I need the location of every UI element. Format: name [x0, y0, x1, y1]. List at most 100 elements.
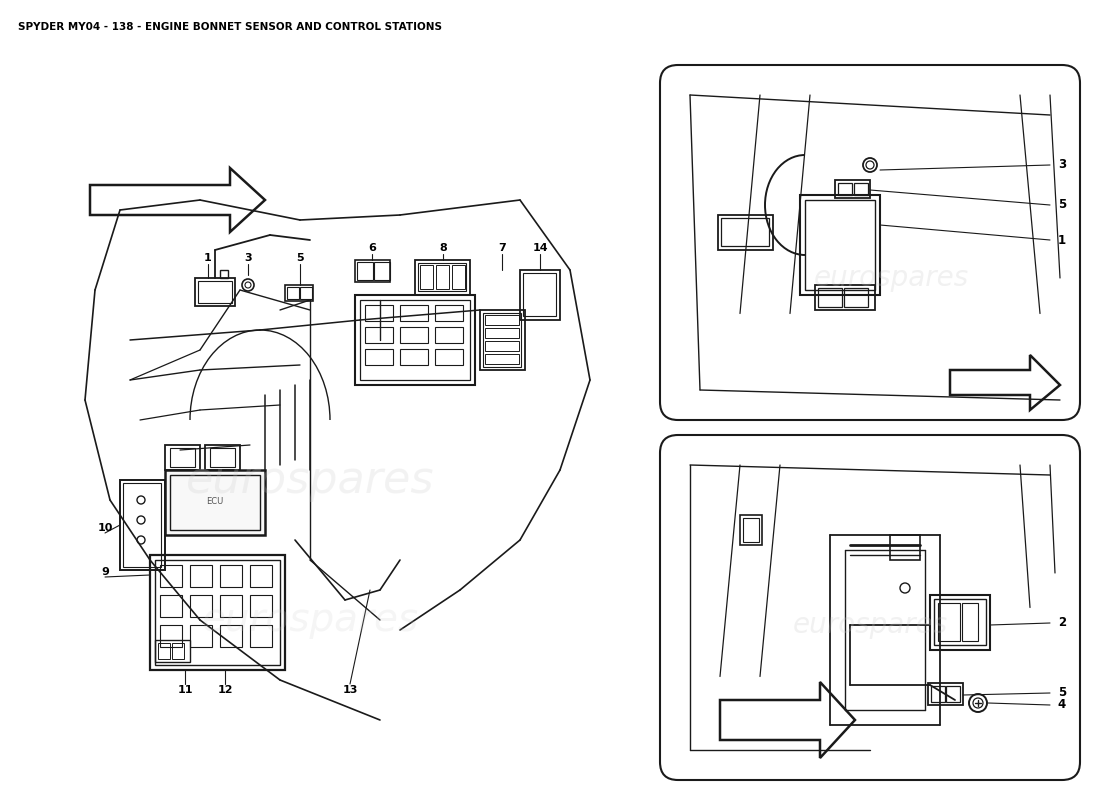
Bar — [434, 349, 463, 365]
Text: ECU: ECU — [207, 498, 223, 506]
Bar — [165, 445, 200, 470]
Bar — [365, 349, 393, 365]
Polygon shape — [90, 168, 265, 232]
Bar — [220, 595, 242, 617]
Bar — [742, 518, 759, 542]
Bar — [205, 445, 240, 470]
Text: eurospares: eurospares — [201, 601, 419, 639]
Text: 1: 1 — [205, 253, 212, 263]
Bar — [123, 483, 161, 567]
Bar — [165, 470, 265, 535]
Bar — [374, 262, 390, 280]
Text: 5: 5 — [1058, 686, 1066, 699]
Bar — [190, 625, 212, 647]
Bar — [452, 265, 465, 289]
Bar — [355, 260, 390, 282]
Bar — [890, 535, 920, 560]
Bar — [835, 180, 870, 198]
Bar — [300, 287, 312, 299]
Bar — [158, 643, 170, 659]
Bar — [210, 448, 235, 467]
Polygon shape — [950, 355, 1060, 410]
Bar — [522, 273, 556, 316]
Bar — [485, 354, 519, 364]
Text: 11: 11 — [177, 685, 192, 695]
Bar — [220, 565, 242, 587]
Bar — [485, 315, 519, 325]
Bar — [930, 595, 990, 650]
Text: 5: 5 — [1058, 198, 1066, 211]
Bar — [160, 565, 182, 587]
Bar — [434, 327, 463, 343]
Bar — [485, 328, 519, 338]
Bar — [170, 475, 260, 530]
Bar — [400, 327, 428, 343]
Bar — [946, 686, 960, 702]
Bar — [250, 595, 272, 617]
Text: 2: 2 — [1058, 617, 1066, 630]
Bar — [287, 287, 299, 299]
Polygon shape — [720, 682, 855, 758]
Text: 13: 13 — [342, 685, 358, 695]
Bar — [818, 288, 842, 307]
Bar — [250, 625, 272, 647]
Bar — [195, 278, 235, 306]
Bar — [150, 555, 285, 670]
Bar — [365, 327, 393, 343]
Bar — [962, 603, 978, 641]
Bar — [434, 305, 463, 321]
Bar — [190, 565, 212, 587]
Bar — [815, 285, 875, 310]
Bar — [928, 683, 962, 705]
Text: 4: 4 — [1058, 698, 1066, 711]
Text: 3: 3 — [1058, 158, 1066, 171]
Bar — [420, 265, 433, 289]
Text: SPYDER MY04 - 138 - ENGINE BONNET SENSOR AND CONTROL STATIONS: SPYDER MY04 - 138 - ENGINE BONNET SENSOR… — [18, 22, 442, 32]
Text: 5: 5 — [296, 253, 304, 263]
Bar — [938, 603, 960, 641]
Text: 14: 14 — [532, 243, 548, 253]
Text: 9: 9 — [101, 567, 109, 577]
Bar — [805, 200, 874, 290]
Text: 3: 3 — [244, 253, 252, 263]
Bar — [220, 625, 242, 647]
Bar — [934, 599, 986, 645]
Text: 7: 7 — [498, 243, 506, 253]
Bar — [854, 183, 868, 195]
Text: 8: 8 — [439, 243, 447, 253]
Bar — [190, 595, 212, 617]
Bar — [400, 349, 428, 365]
Bar — [838, 183, 853, 195]
Bar — [718, 215, 773, 250]
Text: 6: 6 — [368, 243, 376, 253]
Text: 10: 10 — [97, 523, 112, 533]
Bar — [358, 262, 373, 280]
Bar — [360, 300, 470, 380]
Bar — [172, 643, 184, 659]
Bar — [480, 310, 525, 370]
Bar — [483, 313, 521, 367]
Text: eurospares: eurospares — [813, 264, 969, 292]
Bar — [155, 640, 190, 662]
Bar — [400, 305, 428, 321]
Bar — [740, 515, 762, 545]
Bar — [418, 263, 466, 291]
Bar — [160, 595, 182, 617]
Bar — [120, 480, 165, 570]
Bar — [415, 260, 470, 295]
Text: 12: 12 — [218, 685, 233, 695]
Bar — [720, 218, 769, 246]
Bar — [155, 560, 280, 665]
Bar — [931, 686, 945, 702]
Bar — [365, 305, 393, 321]
Bar — [436, 265, 449, 289]
Bar — [170, 448, 195, 467]
Bar — [485, 341, 519, 351]
FancyBboxPatch shape — [660, 435, 1080, 780]
FancyBboxPatch shape — [660, 65, 1080, 420]
Text: 1: 1 — [1058, 234, 1066, 246]
Text: eurospares: eurospares — [792, 610, 947, 638]
Bar — [220, 270, 228, 278]
Text: eurospares: eurospares — [186, 458, 434, 502]
Bar — [355, 295, 475, 385]
